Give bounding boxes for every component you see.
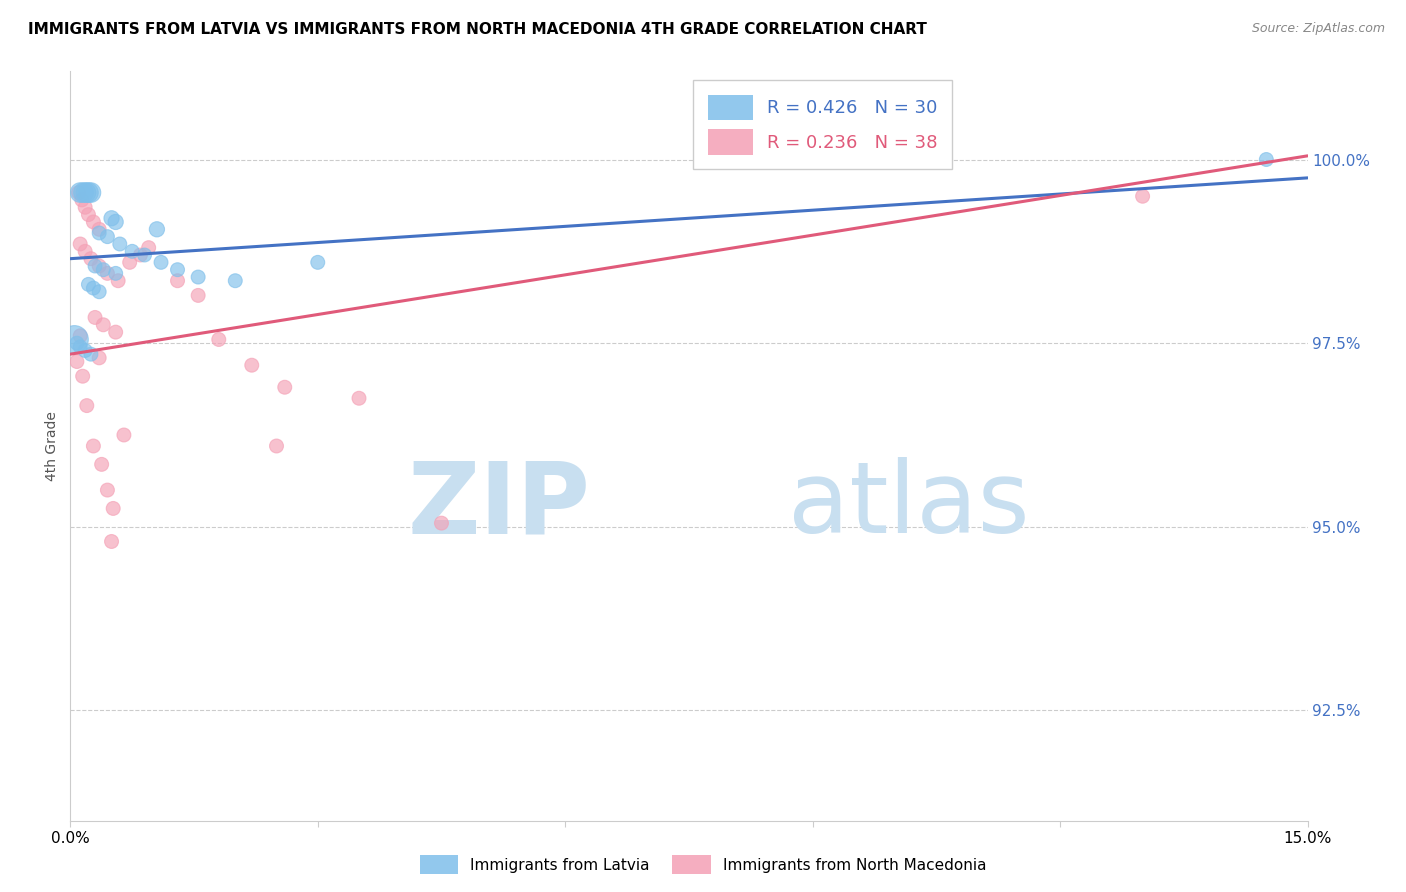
Point — [70, 193, 93, 207]
Y-axis label: 4th Grade: 4th Grade — [45, 411, 59, 481]
Point — [134, 248, 156, 262]
Point — [274, 380, 297, 394]
Point — [82, 215, 104, 229]
Point — [89, 351, 111, 365]
Point — [1256, 153, 1278, 167]
Point — [129, 248, 152, 262]
Legend: R = 0.426   N = 30, R = 0.236   N = 38: R = 0.426 N = 30, R = 0.236 N = 38 — [693, 80, 952, 169]
Point — [112, 428, 135, 442]
Point — [103, 501, 125, 516]
Point — [69, 340, 91, 354]
Point — [430, 516, 453, 530]
Text: ZIP: ZIP — [408, 458, 591, 555]
Point — [69, 186, 91, 200]
Point — [96, 483, 118, 497]
Point — [80, 347, 103, 361]
Point — [76, 399, 98, 413]
Point — [96, 266, 118, 280]
Point — [69, 237, 91, 252]
Point — [307, 255, 329, 269]
Point — [84, 310, 107, 325]
Point — [75, 186, 97, 200]
Point — [82, 281, 104, 295]
Point — [91, 318, 114, 332]
Text: atlas: atlas — [787, 458, 1029, 555]
Point — [121, 244, 143, 259]
Text: Source: ZipAtlas.com: Source: ZipAtlas.com — [1251, 22, 1385, 36]
Text: IMMIGRANTS FROM LATVIA VS IMMIGRANTS FROM NORTH MACEDONIA 4TH GRADE CORRELATION : IMMIGRANTS FROM LATVIA VS IMMIGRANTS FRO… — [28, 22, 927, 37]
Point — [240, 358, 263, 372]
Point — [66, 354, 89, 368]
Point — [89, 259, 111, 273]
Point — [89, 285, 111, 299]
Point — [166, 262, 188, 277]
Legend: Immigrants from Latvia, Immigrants from North Macedonia: Immigrants from Latvia, Immigrants from … — [413, 849, 993, 880]
Point — [75, 200, 97, 214]
Point — [82, 439, 104, 453]
Point — [67, 186, 90, 200]
Point — [63, 333, 86, 347]
Point — [80, 186, 103, 200]
Point — [89, 222, 111, 236]
Point — [69, 328, 91, 343]
Point — [187, 288, 209, 302]
Point — [75, 343, 97, 358]
Point — [187, 270, 209, 285]
Point — [150, 255, 173, 269]
Point — [118, 255, 141, 269]
Point — [104, 215, 127, 229]
Point — [84, 259, 107, 273]
Point — [77, 277, 100, 292]
Point — [96, 229, 118, 244]
Point — [91, 262, 114, 277]
Point — [100, 211, 122, 226]
Point — [146, 222, 169, 236]
Point — [104, 325, 127, 339]
Point — [107, 274, 129, 288]
Point — [89, 226, 111, 240]
Point — [104, 266, 127, 280]
Point — [75, 244, 97, 259]
Point — [108, 237, 131, 252]
Point — [77, 208, 100, 222]
Point — [208, 333, 231, 347]
Point — [166, 274, 188, 288]
Point — [224, 274, 246, 288]
Point — [1132, 189, 1154, 203]
Point — [66, 336, 89, 351]
Point — [90, 458, 112, 472]
Point — [80, 252, 103, 266]
Point — [347, 391, 370, 405]
Point — [72, 369, 94, 384]
Point — [100, 534, 122, 549]
Point — [266, 439, 288, 453]
Point — [72, 186, 94, 200]
Point — [77, 186, 100, 200]
Point — [138, 241, 160, 255]
